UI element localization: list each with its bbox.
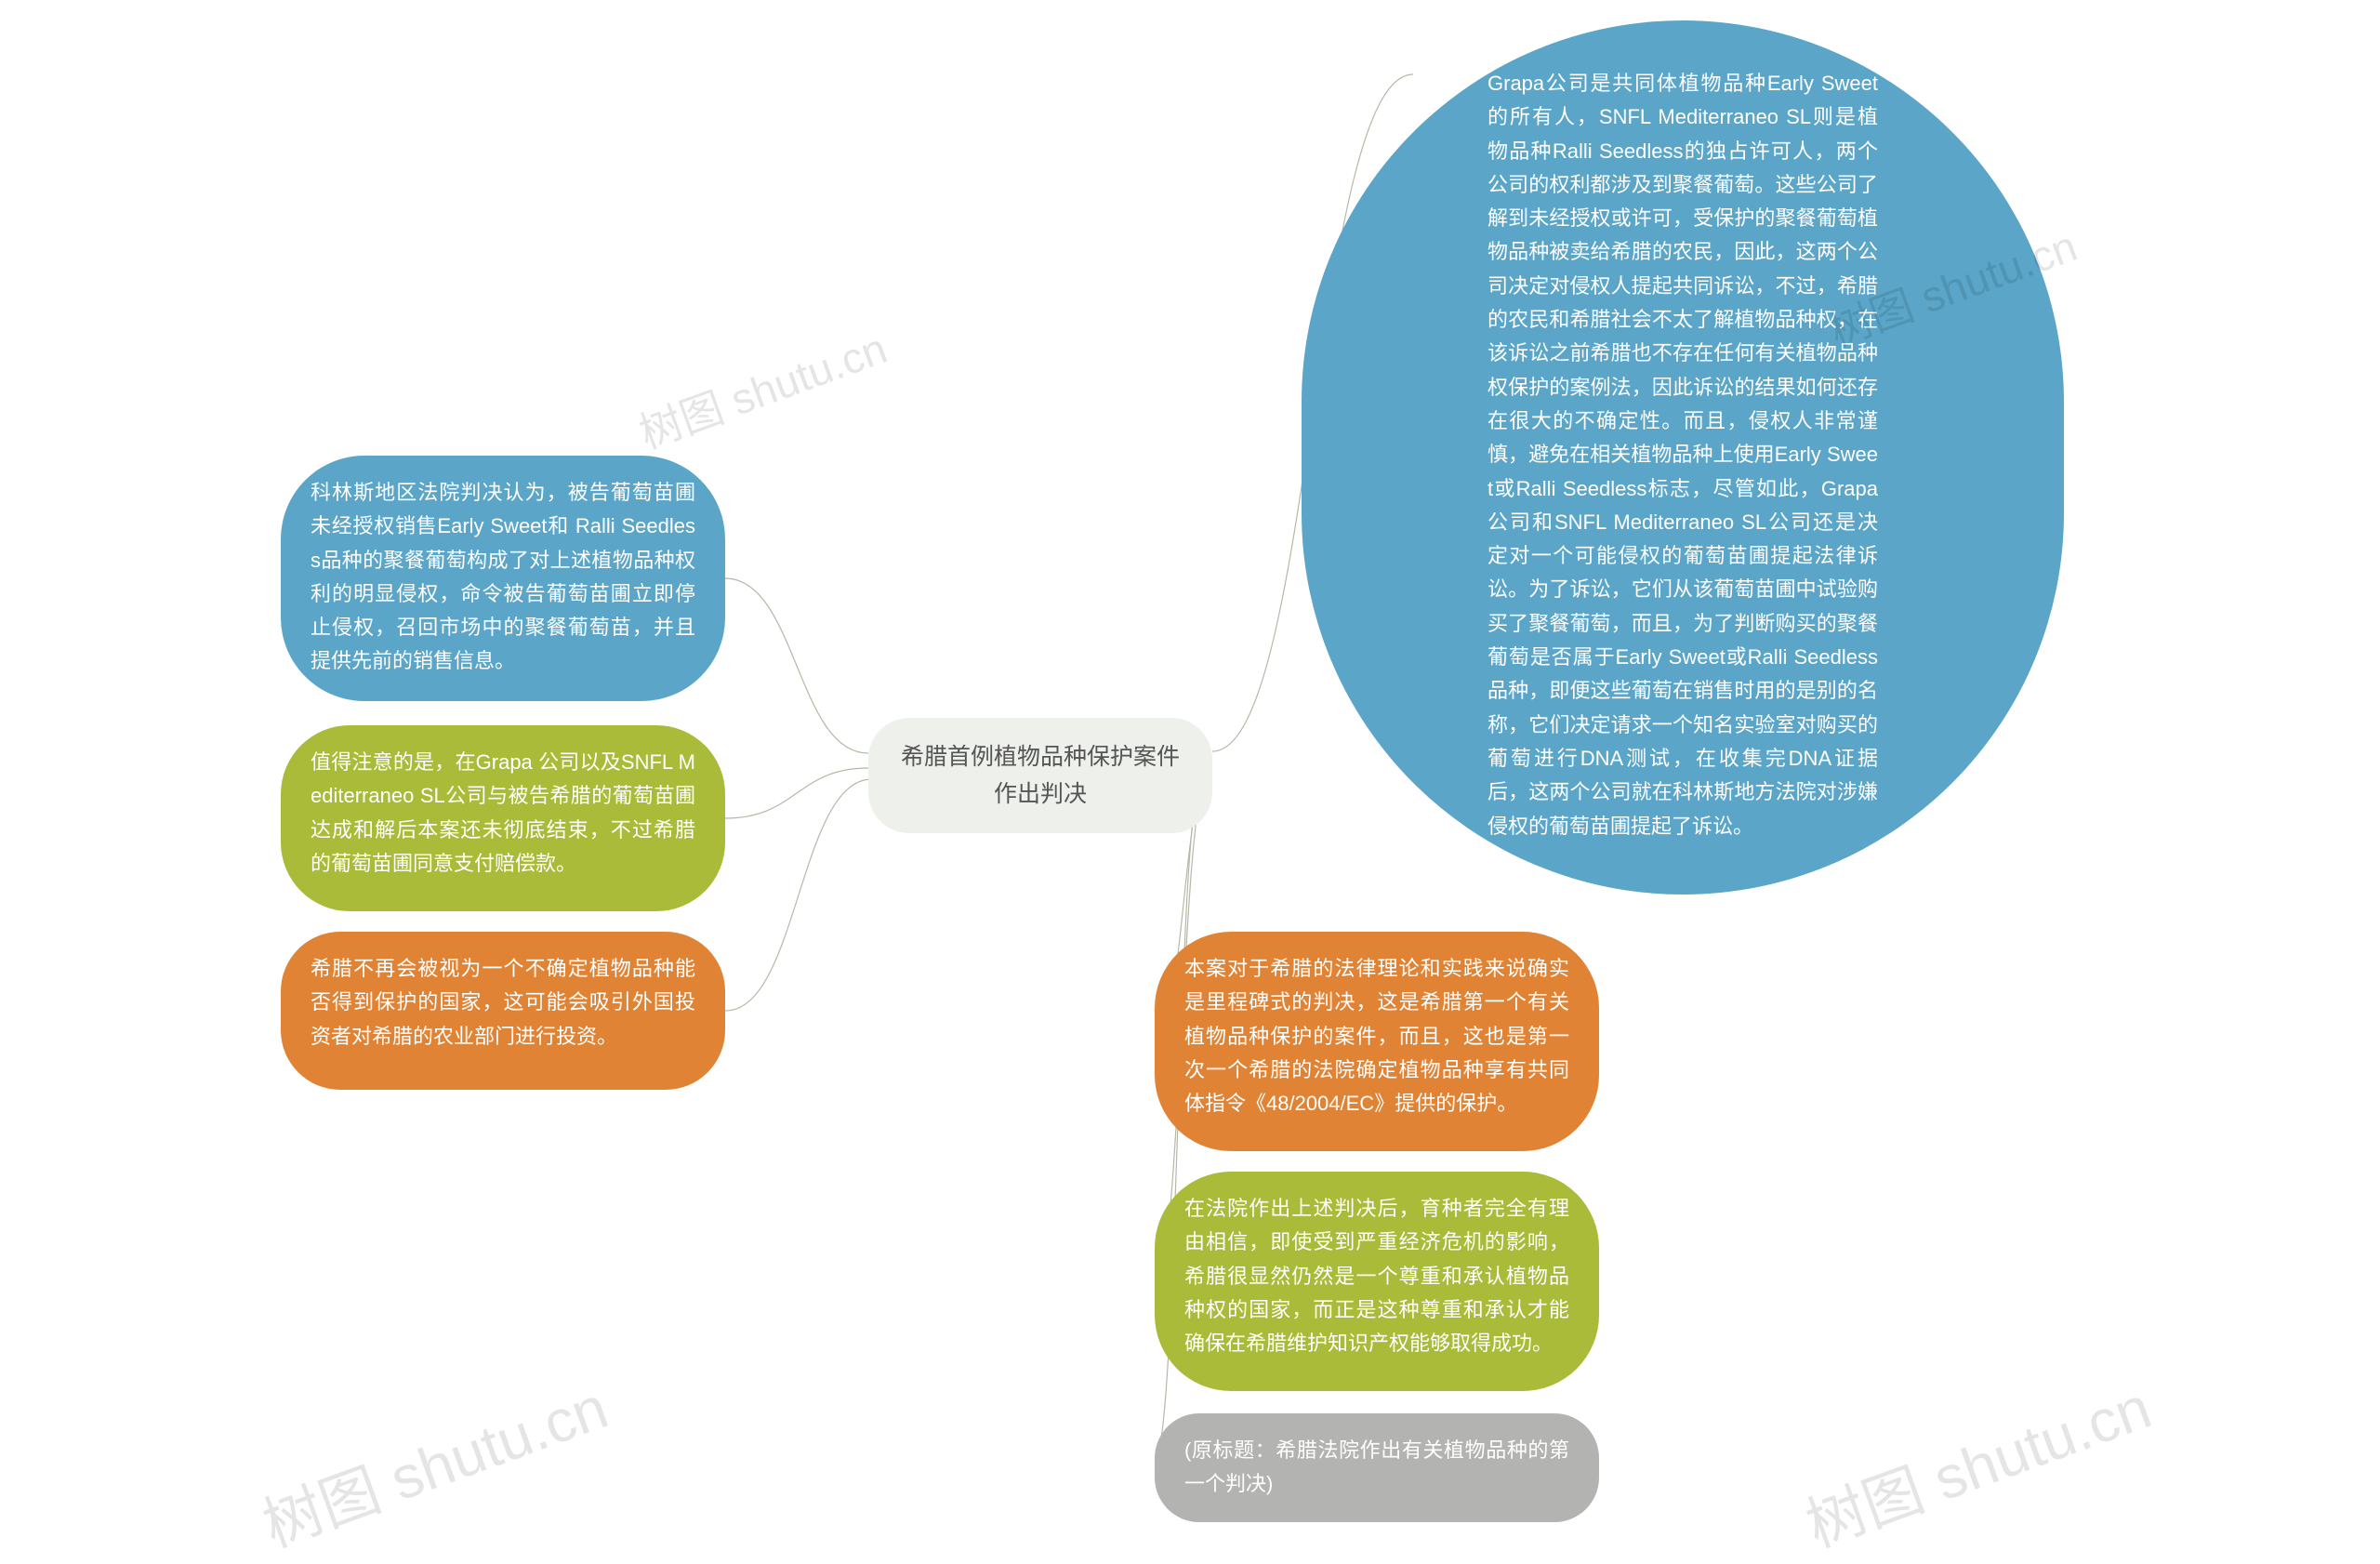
node-right_gray[interactable]: (原标题：希腊法院作出有关植物品种的第一个判决) <box>1155 1413 1599 1522</box>
node-text-right_gray: (原标题：希腊法院作出有关植物品种的第一个判决) <box>1184 1438 1569 1495</box>
watermark: 树图 shutu.cn <box>1793 1360 2162 1564</box>
connector <box>725 768 868 818</box>
node-left_orange[interactable]: 希腊不再会被视为一个不确定植物品种能否得到保护的国家，这可能会吸引外国投资者对希… <box>281 932 725 1090</box>
connector <box>725 578 868 753</box>
central-node[interactable]: 希腊首例植物品种保护案件作出判决 <box>868 718 1212 833</box>
node-left_blue[interactable]: 科林斯地区法院判决认为，被告葡萄苗圃未经授权销售Early Sweet和 Ral… <box>281 456 725 701</box>
watermark: 树图 shutu.cn <box>629 315 893 461</box>
node-text-right_big: Grapa公司是共同体植物品种Early Sweet的所有人，SNFL Medi… <box>1488 72 1878 838</box>
watermark: 树图 shutu.cn <box>250 1360 618 1564</box>
node-text-right_green: 在法院作出上述判决后，育种者完全有理由相信，即使受到严重经济危机的影响，希腊很显… <box>1184 1197 1569 1355</box>
node-text-left_blue: 科林斯地区法院判决认为，被告葡萄苗圃未经授权销售Early Sweet和 Ral… <box>311 481 695 672</box>
node-right_big[interactable]: Grapa公司是共同体植物品种Early Sweet的所有人，SNFL Medi… <box>1302 20 2064 895</box>
node-right_green[interactable]: 在法院作出上述判决后，育种者完全有理由相信，即使受到严重经济危机的影响，希腊很显… <box>1155 1172 1599 1391</box>
mindmap-canvas: 希腊首例植物品种保护案件作出判决 Grapa公司是共同体植物品种Early Swe… <box>0 0 2380 1564</box>
node-left_green[interactable]: 值得注意的是，在Grapa 公司以及SNFL Mediterraneo SL公司… <box>281 725 725 911</box>
connector <box>725 779 872 1011</box>
node-text-left_orange: 希腊不再会被视为一个不确定植物品种能否得到保护的国家，这可能会吸引外国投资者对希… <box>311 957 695 1048</box>
node-right_orange[interactable]: 本案对于希腊的法律理论和实践来说确实是里程碑式的判决，这是希腊第一个有关植物品种… <box>1155 932 1599 1151</box>
node-text-right_orange: 本案对于希腊的法律理论和实践来说确实是里程碑式的判决，这是希腊第一个有关植物品种… <box>1184 957 1569 1115</box>
node-text-left_green: 值得注意的是，在Grapa 公司以及SNFL Mediterraneo SL公司… <box>311 750 695 875</box>
central-node-text: 希腊首例植物品种保护案件作出判决 <box>901 744 1180 807</box>
